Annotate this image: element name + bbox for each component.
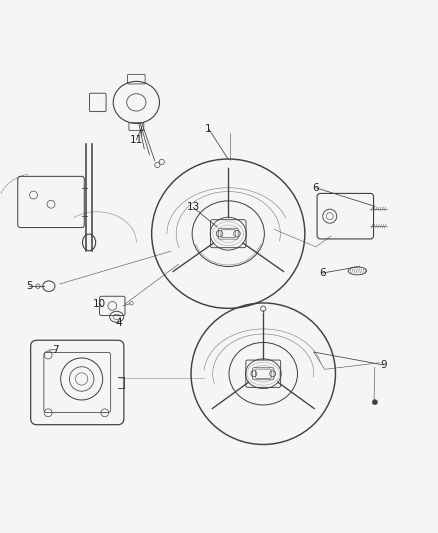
Text: 6: 6 xyxy=(318,268,325,278)
Text: 10: 10 xyxy=(92,298,106,309)
Text: 11: 11 xyxy=(130,135,143,144)
Text: 13: 13 xyxy=(186,203,199,213)
Text: 5: 5 xyxy=(26,281,32,291)
Text: 1: 1 xyxy=(205,124,212,134)
Text: 4: 4 xyxy=(115,318,122,328)
Text: 6: 6 xyxy=(312,183,318,193)
Circle shape xyxy=(371,400,377,405)
Text: 9: 9 xyxy=(379,360,386,370)
Text: 7: 7 xyxy=(52,345,59,354)
